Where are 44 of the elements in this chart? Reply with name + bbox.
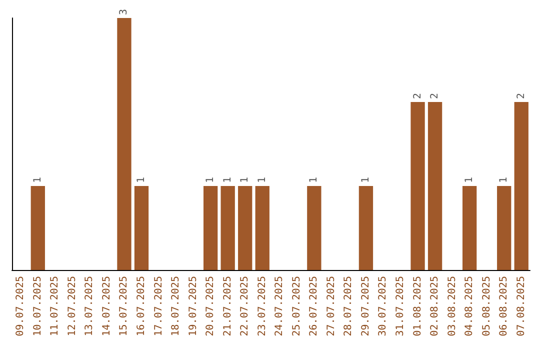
data-label: 2 — [412, 92, 424, 99]
x-tick-label: 30.07.2025 — [378, 276, 389, 336]
data-label: 2 — [516, 92, 527, 99]
x-tick-label: 13.07.2025 — [84, 276, 96, 336]
x-tick-label: 09.07.2025 — [15, 276, 26, 336]
x-tick-label: 05.08.2025 — [481, 276, 492, 336]
x-tick-label: 01.08.2025 — [412, 276, 424, 336]
x-tick-label: 06.08.2025 — [498, 276, 510, 336]
data-label: 1 — [205, 176, 216, 183]
x-tick-label: 16.07.2025 — [136, 276, 147, 336]
x-tick-label: 04.08.2025 — [464, 276, 476, 336]
x-tick-label: 14.07.2025 — [101, 276, 112, 336]
x-tick-label: 25.07.2025 — [291, 276, 302, 336]
x-tick-label: 18.07.2025 — [170, 276, 182, 336]
x-tick-label: 19.07.2025 — [188, 276, 199, 336]
data-label: 1 — [256, 176, 268, 183]
data-label: 1 — [136, 176, 147, 183]
data-label: 1 — [308, 176, 320, 183]
x-tick-label: 20.07.2025 — [205, 276, 216, 336]
x-tick-label: 21.07.2025 — [222, 276, 234, 336]
x-tick-label: 02.08.2025 — [430, 276, 441, 336]
x-tick-label: 10.07.2025 — [32, 276, 44, 336]
x-tick-label: 11.07.2025 — [50, 276, 61, 336]
x-tick-label: 03.08.2025 — [446, 276, 458, 336]
x-tick-label: 17.07.2025 — [153, 276, 164, 336]
x-tick-label: 31.07.2025 — [395, 276, 406, 336]
x-tick-label: 28.07.2025 — [343, 276, 354, 336]
data-label: 1 — [498, 176, 510, 183]
data-label: 1 — [32, 176, 44, 183]
data-label: 1 — [240, 176, 251, 183]
data-label: 3 — [118, 8, 130, 15]
x-tick-label: 29.07.2025 — [360, 276, 372, 336]
x-tick-label: 12.07.2025 — [66, 276, 78, 336]
data-label: 1 — [464, 176, 476, 183]
x-tick-label: 23.07.2025 — [256, 276, 268, 336]
x-tick-label: 07.08.2025 — [516, 276, 527, 336]
data-label: 2 — [430, 92, 441, 99]
x-tick-label: 27.07.2025 — [326, 276, 337, 336]
x-tick-label: 26.07.2025 — [308, 276, 320, 336]
x-tick-label: 15.07.2025 — [118, 276, 130, 336]
x-tick-label: 22.07.2025 — [240, 276, 251, 336]
data-label: 1 — [222, 176, 234, 183]
x-tick-label: 24.07.2025 — [274, 276, 286, 336]
data-label: 1 — [360, 176, 372, 183]
